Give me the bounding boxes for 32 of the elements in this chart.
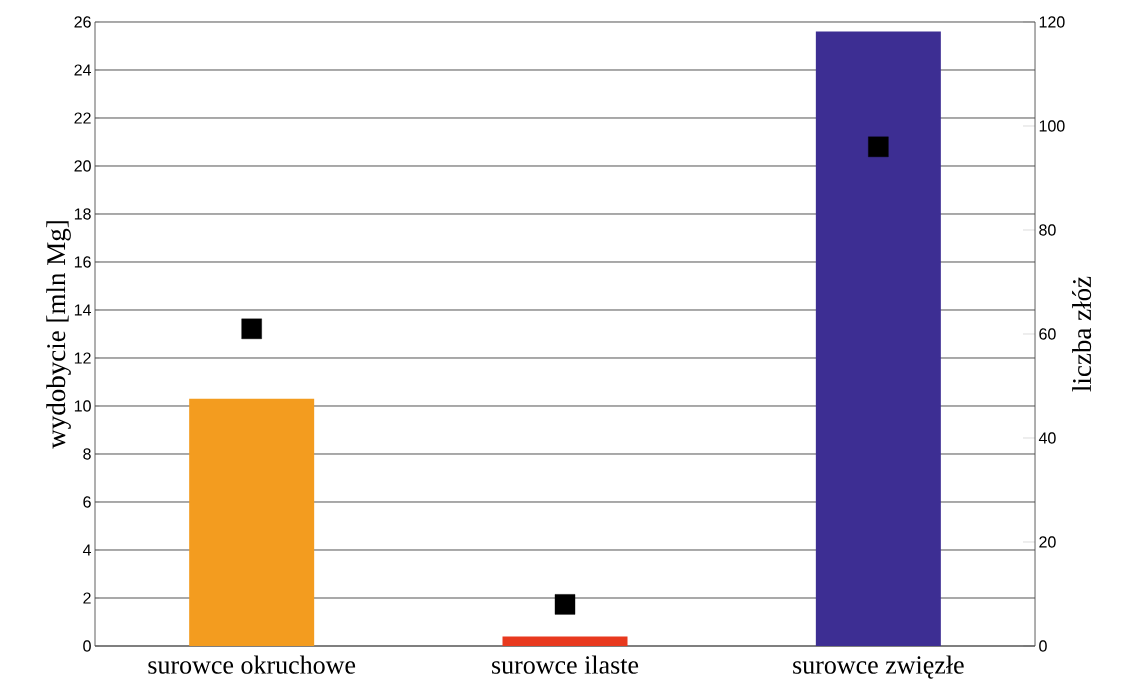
y-tick-label: 16 bbox=[74, 256, 91, 268]
y2-tick-label: 20 bbox=[1039, 536, 1056, 548]
bar bbox=[815, 31, 941, 646]
bar bbox=[502, 636, 628, 646]
y-tick-label: 8 bbox=[83, 448, 91, 460]
y-axis-title: wydobycie [mln Mg] bbox=[46, 221, 71, 449]
y2-axis-title: liczba złóż bbox=[1072, 276, 1092, 392]
bar bbox=[189, 398, 315, 646]
y-tick-label: 10 bbox=[74, 400, 91, 412]
y-tick-label: 2 bbox=[83, 592, 91, 604]
y-tick-label: 22 bbox=[74, 112, 91, 124]
point bbox=[241, 318, 262, 339]
point bbox=[554, 594, 576, 615]
y-tick-label: 6 bbox=[83, 496, 91, 508]
x-tick-label: surowce okruchowe bbox=[148, 655, 356, 674]
y-tick-label: 24 bbox=[74, 64, 92, 76]
y-tick-label: 14 bbox=[74, 304, 92, 316]
y-tick-label: 18 bbox=[74, 208, 91, 220]
y2-tick-label: 100 bbox=[1039, 120, 1065, 132]
y2-tick-label: 40 bbox=[1038, 432, 1056, 444]
x-tick-label: surowce ilaste bbox=[492, 655, 639, 674]
y-tick-label: 26 bbox=[74, 16, 91, 28]
y2-tick-label: 60 bbox=[1039, 328, 1056, 340]
y-tick-label: 0 bbox=[83, 640, 91, 652]
y2-tick-label: 80 bbox=[1039, 224, 1056, 236]
y2-tick-label: 120 bbox=[1039, 16, 1065, 28]
y-tick-label: 4 bbox=[82, 544, 92, 556]
y-tick-label: 12 bbox=[74, 352, 91, 364]
y-tick-label: 20 bbox=[74, 160, 91, 172]
x-tick-label: surowce zwięzłe bbox=[793, 655, 964, 679]
y2-tick-label: 0 bbox=[1039, 640, 1047, 652]
point bbox=[868, 136, 889, 157]
